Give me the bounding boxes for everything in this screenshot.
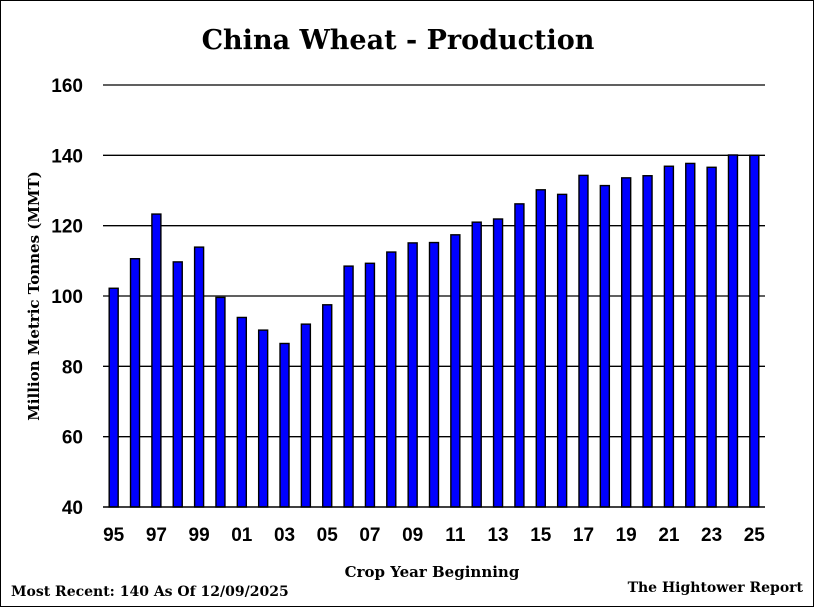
bar-02 [257,329,269,508]
y-tick-label: 140 [51,146,83,167]
x-tick-label: 01 [231,525,253,546]
y-tick-label: 60 [62,428,83,449]
bar-18 [599,184,611,508]
bar-98 [172,261,183,508]
x-tick-label: 09 [402,525,423,546]
x-tick-label: 95 [103,525,125,546]
bar-05 [322,304,333,508]
bar-01 [236,316,248,508]
y-tick-label: 80 [62,357,83,378]
x-tick-label: 07 [359,525,380,546]
y-tick-label: 160 [51,76,83,97]
most-recent-note: Most Recent: 140 As Of 12/09/2025 [11,584,289,600]
bar-96 [129,258,141,508]
x-tick-label: 13 [487,525,508,546]
bar-06 [343,265,354,508]
bar-13 [492,218,504,508]
bar-23 [706,166,717,508]
x-tick-label: 05 [317,525,339,546]
bar-14 [514,203,525,508]
bar-09 [407,242,418,508]
x-tick-label: 11 [445,525,466,546]
x-tick-label: 17 [573,525,594,546]
x-tick-label: 97 [146,525,167,546]
bar-25 [749,154,760,508]
source-credit: The Hightower Report [628,580,804,596]
bar-22 [685,162,696,508]
bar-17 [578,174,589,508]
y-tick-label: 100 [51,287,83,308]
x-tick-label: 21 [658,525,680,546]
bar-08 [386,251,397,508]
bar-19 [620,177,632,508]
bar-10 [428,241,440,508]
bar-15 [535,189,546,508]
y-tick-label: 120 [51,217,83,238]
bar-07 [364,262,376,508]
bar-12 [471,221,482,508]
bar-24 [727,154,739,508]
y-tick-labels: 40 60 80 100 120 140 160 [51,76,83,519]
bar-03 [279,342,290,508]
x-tick-label: 19 [616,525,637,546]
x-tick-labels: 95 97 99 01 03 05 07 09 11 13 15 17 19 21 23 25 [103,525,765,546]
x-axis-label: Crop Year Beginning [345,563,520,581]
bars [108,154,760,508]
chart-title: China Wheat - Production [202,25,595,56]
bar-20 [642,175,653,508]
x-tick-label: 15 [530,525,552,546]
y-tick-label: 40 [62,498,83,519]
bar-97 [151,213,162,508]
bar-21 [663,165,675,508]
x-tick-label: 23 [701,525,722,546]
bar-16 [556,193,568,508]
x-tick-label: 25 [744,525,766,546]
bar-11 [450,234,461,508]
x-tick-label: 03 [274,525,295,546]
bar-99 [193,246,205,508]
gridlines [103,84,765,438]
bar-95 [108,287,119,508]
y-axis-label: Million Metric Tonnes (MMT) [25,171,43,421]
bar-04 [300,323,312,508]
x-tick-label: 99 [189,525,210,546]
bar-00 [215,296,226,508]
